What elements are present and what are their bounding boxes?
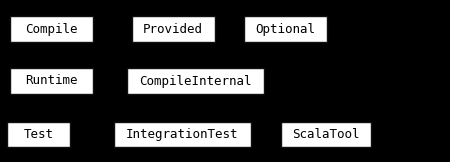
FancyBboxPatch shape xyxy=(7,122,70,147)
FancyBboxPatch shape xyxy=(131,16,215,42)
FancyBboxPatch shape xyxy=(10,68,94,94)
Text: CompileInternal: CompileInternal xyxy=(140,75,252,87)
FancyBboxPatch shape xyxy=(114,122,251,147)
Text: Compile: Compile xyxy=(26,23,78,36)
FancyBboxPatch shape xyxy=(127,68,264,94)
FancyBboxPatch shape xyxy=(244,16,328,42)
Text: Runtime: Runtime xyxy=(26,75,78,87)
Text: ScalaTool: ScalaTool xyxy=(292,128,360,141)
FancyBboxPatch shape xyxy=(10,16,94,42)
Text: Provided: Provided xyxy=(143,23,203,36)
Text: Optional: Optional xyxy=(256,23,316,36)
Text: Test: Test xyxy=(23,128,53,141)
FancyBboxPatch shape xyxy=(281,122,371,147)
Text: IntegrationTest: IntegrationTest xyxy=(126,128,238,141)
